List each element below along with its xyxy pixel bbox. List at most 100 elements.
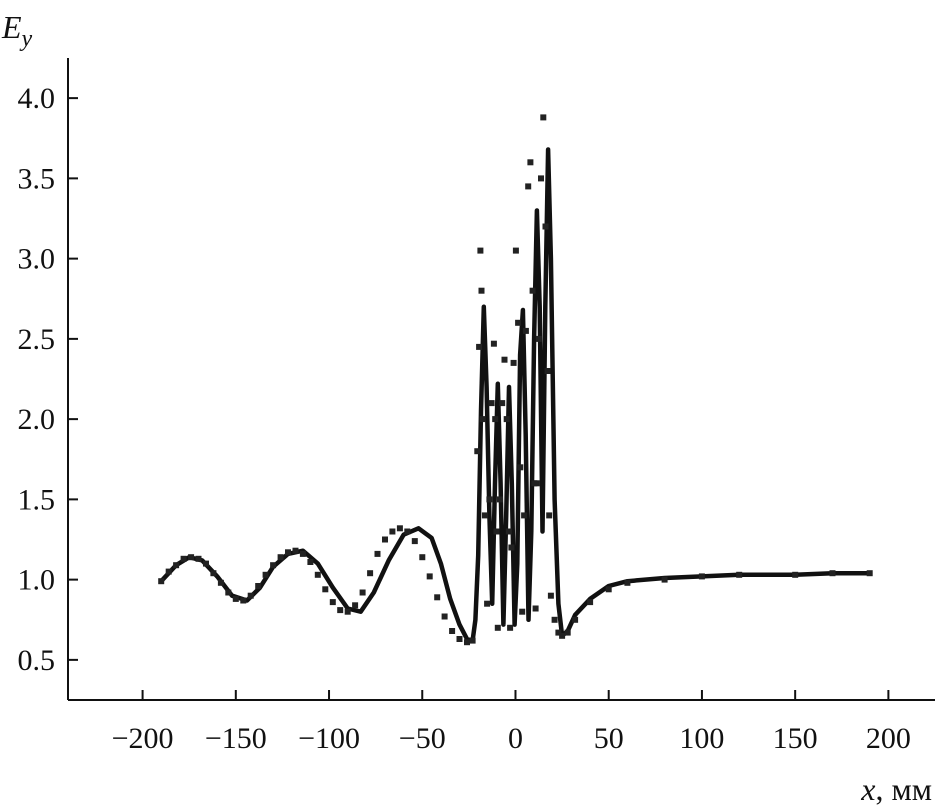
axis-labels: Ey x, мм xyxy=(1,9,932,807)
data-point xyxy=(352,602,359,609)
data-point xyxy=(396,525,403,532)
data-point xyxy=(314,571,321,578)
data-point xyxy=(508,544,515,551)
data-point xyxy=(551,616,558,623)
data-point xyxy=(477,247,484,254)
data-point xyxy=(572,616,579,623)
data-point xyxy=(484,600,491,607)
series-dotted-points xyxy=(158,114,873,646)
data-point xyxy=(538,175,544,182)
data-point xyxy=(240,597,247,604)
data-point xyxy=(501,356,508,363)
data-point xyxy=(285,549,291,556)
data-point xyxy=(411,538,418,545)
data-point xyxy=(165,568,172,575)
data-point xyxy=(555,629,562,636)
data-point xyxy=(497,496,503,503)
data-point xyxy=(527,159,534,166)
data-point xyxy=(529,287,536,294)
data-point xyxy=(262,571,269,578)
data-point xyxy=(441,613,448,620)
data-point xyxy=(525,183,532,190)
axes: −200 −150 −100 −50 0 50 100 150 200 0.5 1.0 1.5 2.0 2… xyxy=(18,58,935,755)
data-point xyxy=(270,562,277,569)
data-point xyxy=(605,586,612,593)
data-point xyxy=(503,416,510,423)
data-point xyxy=(492,416,499,423)
y-tick-label: 1.5 xyxy=(18,483,56,516)
data-point xyxy=(374,550,381,557)
data-point xyxy=(547,592,554,599)
x-tick-label: 200 xyxy=(866,722,911,755)
data-point xyxy=(292,547,299,554)
data-point xyxy=(389,528,396,535)
y-axis-label: Ey xyxy=(1,9,33,52)
data-point xyxy=(542,223,549,230)
data-point xyxy=(478,287,485,294)
data-point xyxy=(180,555,187,562)
data-point xyxy=(225,589,232,596)
x-axis-label: x, мм xyxy=(860,771,932,807)
data-point xyxy=(476,343,483,350)
data-point xyxy=(329,599,336,606)
y-tick-label: 3.0 xyxy=(18,243,56,276)
data-point xyxy=(382,536,388,543)
y-tick-label: 2.0 xyxy=(18,403,56,436)
x-tick-label: 150 xyxy=(773,722,818,755)
data-point xyxy=(203,560,209,567)
data-point xyxy=(344,608,351,615)
y-tick-label: 3.5 xyxy=(18,162,56,195)
data-point xyxy=(494,624,501,631)
data-point xyxy=(736,571,743,578)
data-point xyxy=(624,579,631,586)
data-point xyxy=(499,400,506,407)
data-point xyxy=(359,589,366,596)
data-point xyxy=(210,570,217,577)
data-point xyxy=(456,636,463,642)
data-point xyxy=(277,554,284,561)
data-point xyxy=(322,586,329,593)
data-point xyxy=(829,570,836,577)
data-point xyxy=(158,578,165,585)
data-point xyxy=(337,607,344,614)
data-point xyxy=(517,464,524,471)
data-point xyxy=(519,608,526,615)
data-point xyxy=(540,114,547,121)
data-point xyxy=(564,629,571,636)
data-point xyxy=(247,592,254,599)
y-tick-label: 2.5 xyxy=(18,323,56,356)
y-tick-label: 4.0 xyxy=(18,82,56,115)
data-point xyxy=(510,359,517,366)
data-point xyxy=(522,327,529,334)
x-tick-label: −100 xyxy=(298,722,360,755)
y-tick-label: 1.0 xyxy=(18,564,56,597)
data-point xyxy=(698,573,705,580)
x-axis-label-unit: , мм xyxy=(876,771,933,807)
data-point xyxy=(255,583,262,589)
data-point xyxy=(481,512,488,519)
x-tick-label: 100 xyxy=(679,722,724,755)
data-point xyxy=(792,571,799,578)
data-point xyxy=(299,550,306,557)
data-point xyxy=(521,512,528,519)
data-point xyxy=(469,637,476,644)
data-point xyxy=(505,528,512,535)
data-point xyxy=(535,335,542,342)
data-point xyxy=(434,594,441,601)
y-tick-label: 0.5 xyxy=(18,644,56,677)
data-point xyxy=(188,554,195,561)
data-point xyxy=(404,528,411,535)
series-solid-line xyxy=(158,147,872,643)
y-axis-label-sub: y xyxy=(20,26,33,52)
data-point xyxy=(419,554,426,561)
data-point xyxy=(367,570,374,577)
data-point xyxy=(507,624,514,631)
data-point xyxy=(533,480,540,487)
x-tick-label: −200 xyxy=(112,722,174,755)
data-point xyxy=(587,599,594,606)
x-tick-label: −150 xyxy=(205,722,267,755)
data-point xyxy=(544,368,551,374)
x-tick-label: −50 xyxy=(399,722,446,755)
data-point xyxy=(486,496,493,503)
